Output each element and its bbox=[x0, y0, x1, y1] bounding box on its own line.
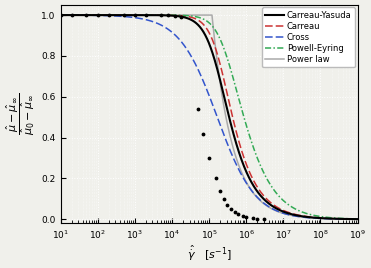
Carreau bbox=[349, 217, 354, 221]
Powell-Eyring bbox=[355, 217, 360, 221]
Powell-Eyring bbox=[92, 13, 96, 17]
Carreau bbox=[110, 13, 114, 17]
Powell-Eyring bbox=[349, 217, 354, 220]
Line: Powell-Eyring: Powell-Eyring bbox=[60, 15, 358, 219]
Carreau bbox=[318, 216, 322, 219]
Carreau-Yasuda bbox=[110, 13, 114, 17]
Powell-Eyring bbox=[318, 215, 322, 218]
Powell-Eyring bbox=[172, 14, 177, 17]
Carreau bbox=[58, 13, 63, 17]
Powell-Eyring bbox=[185, 14, 190, 17]
Line: Carreau-Yasuda: Carreau-Yasuda bbox=[60, 15, 358, 219]
Carreau-Yasuda bbox=[58, 13, 63, 17]
Power law bbox=[185, 13, 190, 17]
Y-axis label: $\dfrac{\hat{\mu} - \hat{\mu}_{\infty}}{\hat{\mu}_0 - \hat{\mu}_{\infty}}$: $\dfrac{\hat{\mu} - \hat{\mu}_{\infty}}{… bbox=[5, 93, 37, 135]
Line: Power law: Power law bbox=[60, 15, 358, 219]
Power law bbox=[92, 13, 96, 17]
Carreau-Yasuda bbox=[92, 13, 96, 17]
Line: Carreau: Carreau bbox=[60, 15, 358, 219]
Powell-Eyring bbox=[110, 13, 114, 17]
Cross bbox=[355, 218, 360, 221]
Carreau-Yasuda bbox=[172, 14, 177, 17]
Line: Cross: Cross bbox=[60, 15, 358, 219]
Carreau bbox=[355, 218, 360, 221]
Power law bbox=[318, 217, 322, 220]
Cross bbox=[92, 14, 96, 17]
Power law bbox=[355, 218, 360, 221]
Cross bbox=[185, 48, 190, 51]
Carreau-Yasuda bbox=[355, 218, 360, 221]
Carreau-Yasuda bbox=[318, 217, 322, 220]
Cross bbox=[58, 13, 63, 17]
Carreau-Yasuda bbox=[349, 217, 354, 221]
Cross bbox=[318, 217, 322, 220]
Cross bbox=[349, 218, 354, 221]
Carreau bbox=[172, 14, 177, 17]
Power law bbox=[110, 13, 114, 17]
Cross bbox=[110, 14, 114, 17]
Power law bbox=[58, 13, 63, 17]
Cross bbox=[172, 33, 177, 36]
Carreau bbox=[185, 15, 190, 18]
Carreau bbox=[92, 13, 96, 17]
Legend: Carreau-Yasuda, Carreau, Cross, Powell-Eyring, Power law: Carreau-Yasuda, Carreau, Cross, Powell-E… bbox=[262, 7, 355, 67]
Power law bbox=[172, 13, 177, 17]
Carreau-Yasuda bbox=[185, 17, 190, 20]
Power law bbox=[349, 218, 354, 221]
Powell-Eyring bbox=[58, 13, 63, 17]
X-axis label: $\hat{\dot{\gamma}}$   $[s^{-1}]$: $\hat{\dot{\gamma}}$ $[s^{-1}]$ bbox=[187, 243, 232, 263]
